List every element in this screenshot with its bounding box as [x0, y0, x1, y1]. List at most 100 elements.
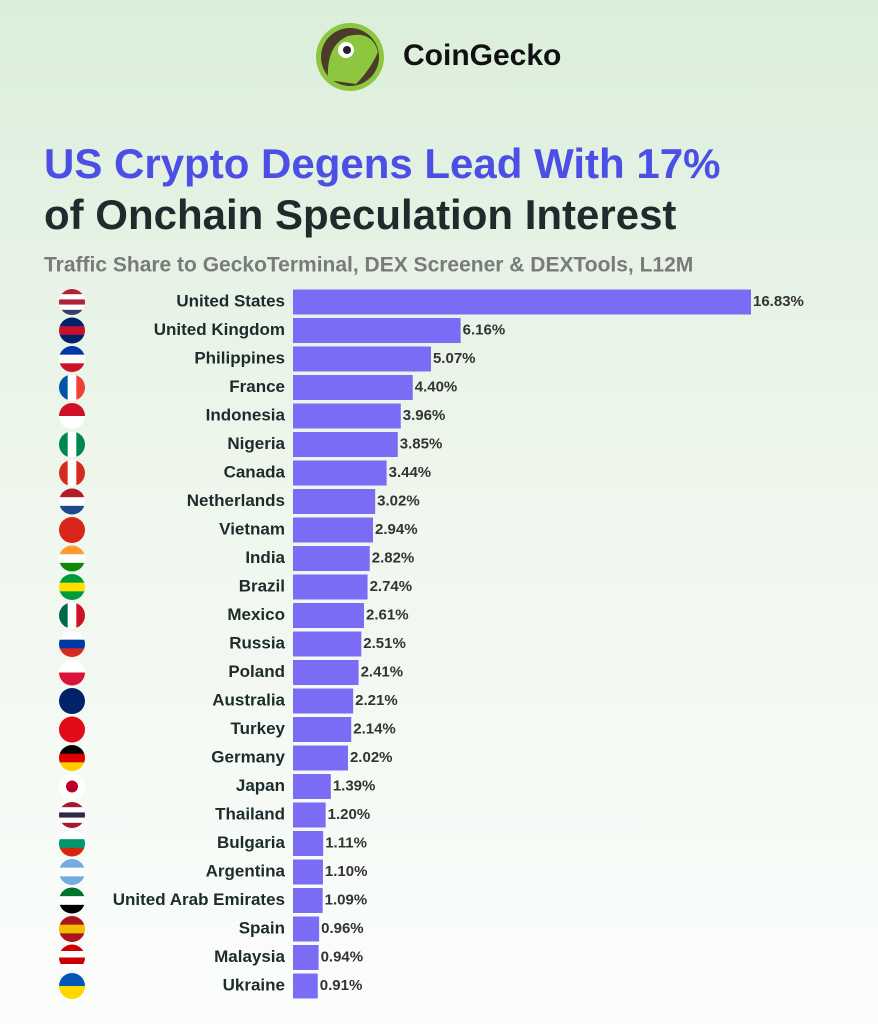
flag-stripe [67, 602, 77, 629]
flag-stripe [59, 299, 85, 306]
flag-stripe [59, 602, 69, 629]
bar [293, 916, 320, 942]
flag-icon [59, 374, 85, 401]
bar [293, 318, 461, 343]
category-label: Ukraine [223, 975, 285, 994]
flag-stripe [59, 716, 85, 743]
flag-icon [59, 289, 85, 315]
value-label: 0.91% [320, 977, 363, 994]
value-label: 2.41% [361, 663, 404, 680]
category-label: Russia [229, 633, 285, 652]
flag-icon [59, 716, 85, 743]
flag-stripe [59, 807, 85, 813]
flag-stripe [59, 957, 85, 965]
flag-icon [59, 631, 85, 657]
category-label: United States [176, 291, 285, 310]
flag-icon [59, 574, 85, 600]
flag-stripe [59, 867, 85, 877]
flag-stripe [76, 460, 85, 486]
flag-stripe [59, 505, 85, 515]
flag-dot [66, 780, 78, 793]
bar [293, 660, 359, 685]
category-label: France [229, 377, 285, 396]
bar [293, 831, 324, 856]
flag-stripe [59, 334, 85, 344]
bar [293, 745, 348, 771]
bar [293, 973, 318, 999]
logo [316, 23, 384, 91]
category-label: Brazil [239, 576, 285, 595]
bar [293, 717, 352, 742]
flag-stripe [59, 403, 85, 417]
value-label: 1.10% [325, 863, 368, 880]
flag-stripe [59, 896, 85, 906]
bar [293, 460, 387, 486]
flag-stripe [67, 460, 77, 486]
flag-icon [59, 346, 85, 372]
value-label: 1.20% [328, 806, 371, 823]
title-line: US Crypto Degens Lead With 17% [44, 140, 720, 187]
bar [293, 859, 323, 885]
flag-icon [59, 488, 85, 515]
flag-icon [59, 887, 85, 914]
flag-icon [59, 545, 85, 572]
value-label: 2.02% [350, 749, 393, 766]
flag-stripe [59, 916, 85, 926]
value-label: 6.16% [463, 321, 506, 338]
bar [293, 688, 354, 714]
bar [293, 289, 751, 315]
value-label: 3.85% [400, 435, 443, 452]
bar [293, 432, 398, 457]
value-label: 2.82% [372, 549, 415, 566]
category-label: Nigeria [227, 434, 285, 453]
bar [293, 631, 362, 657]
value-label: 0.94% [321, 948, 364, 965]
value-label: 2.94% [375, 521, 418, 538]
flag-stripe [59, 374, 69, 401]
bar [293, 403, 401, 429]
flag-icon [59, 802, 85, 828]
category-label: Turkey [231, 719, 286, 738]
flag-stripe [59, 887, 85, 897]
flag-icon [59, 317, 85, 344]
bar [293, 375, 413, 400]
flag-icon [59, 431, 85, 458]
flag-stripe [59, 294, 85, 300]
flag-stripe [59, 639, 85, 649]
category-label: United Kingdom [154, 320, 285, 339]
title-line: of Onchain Speculation Interest [44, 191, 676, 238]
bar [293, 888, 323, 913]
value-label: 2.74% [370, 578, 413, 595]
flag-stripe [59, 554, 85, 564]
category-label: Australia [212, 690, 285, 709]
value-label: 5.07% [433, 350, 476, 367]
flag-stripe [59, 488, 85, 498]
flag-stripe [59, 582, 85, 592]
flag-stripe [59, 289, 85, 295]
flag-stripe [59, 497, 85, 507]
flag-stripe [59, 745, 85, 755]
flag-stripe [59, 753, 85, 763]
flag-stripe [59, 659, 85, 673]
flag-stripe [59, 648, 85, 657]
category-label: Philippines [194, 348, 285, 367]
flag-icon [59, 403, 85, 429]
flag-stripe [59, 839, 85, 849]
flag-icon [59, 688, 85, 714]
flag-icon [59, 460, 85, 486]
flag-icon [59, 517, 85, 543]
flag-stripe [59, 964, 85, 971]
value-label: 3.96% [403, 407, 446, 424]
flag-stripe [59, 830, 85, 840]
flag-stripe [59, 802, 85, 808]
flag-stripe [59, 562, 85, 572]
flag-stripe [76, 431, 85, 458]
flag-stripe [59, 363, 85, 372]
flag-stripe [59, 631, 85, 641]
value-label: 4.40% [415, 378, 458, 395]
category-label: Germany [211, 747, 285, 766]
flag-icon [59, 602, 85, 629]
flag-stripe [59, 944, 85, 952]
flag-stripe [67, 374, 77, 401]
